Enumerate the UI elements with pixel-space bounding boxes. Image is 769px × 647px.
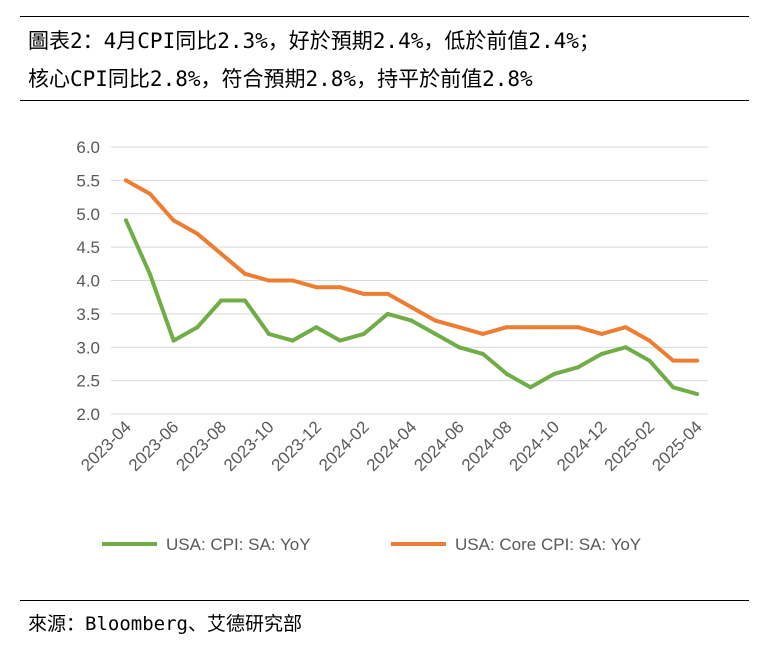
core-cpi-line [124, 178, 699, 363]
data-point [195, 231, 200, 236]
x-tick-label: 2023-06 [125, 417, 183, 475]
series-lines [124, 178, 699, 396]
y-tick-label: 4.5 [76, 238, 100, 257]
data-point [124, 218, 128, 223]
y-axis-ticks: 2.0 2.5 3.0 3.5 4.0 4.5 5.0 5.5 6.0 [76, 138, 100, 424]
data-point [528, 385, 533, 390]
data-point [623, 325, 628, 330]
data-point [266, 278, 271, 283]
data-point [338, 338, 343, 343]
x-tick-label: 2023-04 [77, 417, 135, 475]
data-point [576, 365, 581, 370]
data-point [599, 351, 604, 356]
y-tick-label: 3.0 [76, 338, 100, 357]
title-line-2: 核心CPI同比2.8%，符合預期2.8%，持平於前值2.8% [28, 67, 533, 91]
data-point [480, 331, 485, 336]
data-point [433, 318, 438, 323]
data-point [361, 291, 366, 296]
data-point [457, 325, 462, 330]
data-point [552, 371, 557, 376]
top-rule [20, 16, 749, 17]
data-point [385, 311, 390, 316]
data-point [671, 358, 676, 363]
data-point [147, 271, 152, 276]
data-point [195, 325, 200, 330]
data-point [695, 358, 699, 363]
data-point [623, 345, 628, 350]
x-tick-label: 2024-02 [315, 417, 373, 475]
y-tick-label: 2.0 [76, 405, 100, 424]
legend-label-core-cpi: USA: Core CPI: SA: YoY [455, 535, 641, 554]
data-point [599, 331, 604, 336]
x-tick-label: 2024-04 [363, 417, 421, 475]
data-point [647, 358, 652, 363]
x-tick-label: 2023-08 [172, 417, 230, 475]
data-point [552, 325, 557, 330]
x-axis-ticks: 2023-042023-062023-082023-102023-122024-… [77, 417, 706, 475]
data-point [647, 338, 652, 343]
x-tick-label: 2025-02 [601, 417, 659, 475]
x-tick-label: 2025-04 [648, 417, 706, 475]
y-tick-label: 5.0 [76, 205, 100, 224]
data-point [457, 345, 462, 350]
data-point [147, 191, 152, 196]
x-tick-label: 2024-06 [410, 417, 468, 475]
legend-label-cpi: USA: CPI: SA: YoY [166, 535, 311, 554]
data-point [242, 298, 247, 303]
x-tick-label: 2024-12 [553, 417, 611, 475]
x-tick-label: 2024-10 [506, 417, 564, 475]
y-tick-label: 5.5 [76, 171, 100, 190]
data-point [171, 218, 176, 223]
x-tick-label: 2024-08 [458, 417, 516, 475]
data-point [671, 385, 676, 390]
data-point [338, 285, 343, 290]
source-note: 來源：Bloomberg、艾德研究部 [28, 613, 302, 635]
data-point [290, 338, 295, 343]
data-point [433, 331, 438, 336]
data-point [219, 298, 224, 303]
x-tick-label: 2023-10 [220, 417, 278, 475]
data-point [124, 178, 128, 183]
data-point [695, 391, 699, 396]
data-point [528, 325, 533, 330]
bottom-rule [20, 600, 749, 601]
title-rule [20, 100, 749, 101]
data-point [576, 325, 581, 330]
chart-title: 圖表2：4月CPI同比2.3%，好於預期2.4%，低於前值2.4%； 核心CPI… [28, 22, 748, 98]
data-point [504, 325, 509, 330]
data-point [242, 271, 247, 276]
data-point [409, 318, 414, 323]
y-tick-label: 3.5 [76, 305, 100, 324]
data-point [504, 371, 509, 376]
data-point [171, 338, 176, 343]
gridlines [111, 146, 708, 415]
data-point [480, 351, 485, 356]
data-point [409, 305, 414, 310]
y-tick-label: 2.5 [76, 372, 100, 391]
data-point [266, 331, 271, 336]
data-point [361, 331, 366, 336]
data-point [314, 285, 319, 290]
y-tick-label: 4.0 [76, 272, 100, 291]
data-point [290, 278, 295, 283]
legend: USA: CPI: SA: YoY USA: Core CPI: SA: YoY [102, 535, 641, 554]
data-point [314, 325, 319, 330]
title-line-1: 圖表2：4月CPI同比2.3%，好於預期2.4%，低於前值2.4%； [28, 29, 600, 53]
data-point [219, 251, 224, 256]
y-tick-label: 6.0 [76, 138, 100, 157]
line-chart: 2.02.53.03.54.04.55.05.56.0 2023-042023-… [76, 138, 708, 554]
x-tick-label: 2023-12 [268, 417, 326, 475]
data-point [385, 291, 390, 296]
